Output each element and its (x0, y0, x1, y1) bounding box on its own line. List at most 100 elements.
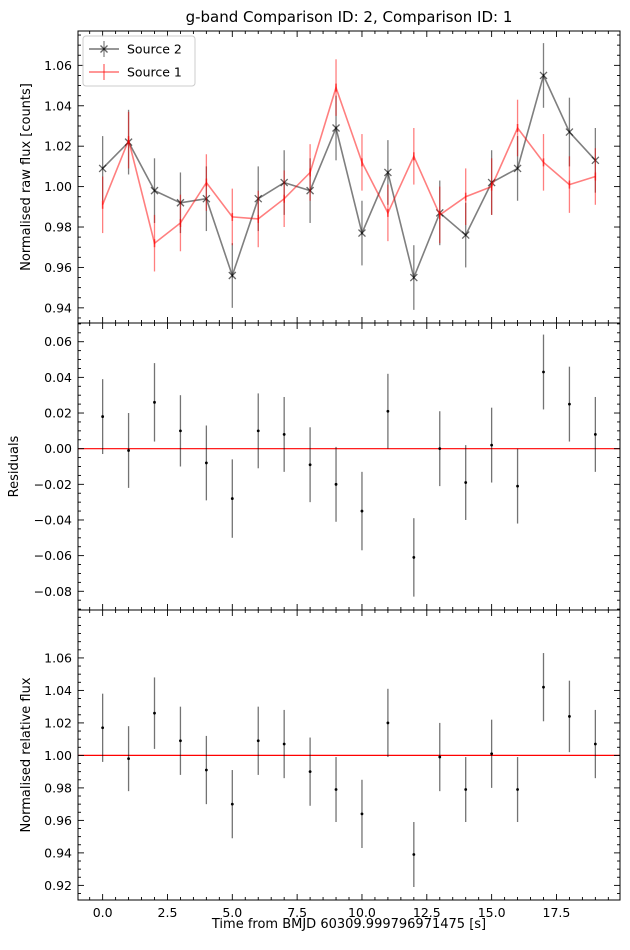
y-tick-label: −0.02 (34, 477, 72, 492)
y-tick-label: 0.94 (44, 300, 72, 315)
panel-1: 0.94 0.96 0.98 1.00 1.02 1.04 1.06 Normalised r… (19, 30, 621, 324)
data-point (358, 229, 366, 238)
panels: 0.94 0.96 0.98 1.00 1.02 1.04 1.06 Normalised r… (7, 30, 621, 920)
data-point (412, 853, 416, 856)
data-point (464, 481, 468, 484)
data-point (513, 164, 522, 173)
legend: Source 2 Source 1 (82, 35, 196, 87)
data-point (360, 812, 364, 816)
series-source-1 (101, 59, 597, 272)
data-point (127, 449, 130, 452)
marker-stroke (461, 231, 470, 240)
y-axis-label: Normalised relative flux (19, 677, 34, 832)
y-tick-label: −0.08 (34, 584, 72, 599)
x-tick-label: 5.0 (222, 905, 242, 920)
data-point (153, 711, 156, 715)
data-point (386, 721, 390, 725)
data-point (568, 715, 571, 718)
data-point (101, 415, 105, 418)
y-tick-label: 0.94 (44, 845, 72, 860)
x-axis-label: Time from BMJD 60309.999796971475 [s] (211, 917, 486, 932)
data-point (412, 556, 416, 559)
data-point (228, 271, 237, 280)
data-point (334, 788, 338, 791)
data-point (461, 231, 470, 240)
data-point (593, 433, 597, 436)
data-point (153, 400, 156, 404)
series-data (101, 653, 597, 888)
panel-3: 0.0 2.5 5.0 7.5 10.0 12.5 15.0 17.5 0.92 0.94 0.96… (19, 609, 621, 920)
x-ticks: 0.0 2.5 5.0 7.5 10.0 12.5 15.0 17.5 (89, 610, 609, 920)
data-point (204, 768, 208, 772)
data-point (516, 484, 519, 488)
series-line (102, 73, 596, 281)
y-ticks: 0.92 0.94 0.96 0.98 1.00 1.02 1.04 1.06 (44, 616, 620, 894)
data-point (516, 788, 519, 791)
marker-stroke (98, 164, 107, 173)
data-point (98, 164, 107, 173)
y-tick-label: 0.92 (44, 878, 72, 893)
y-tick-label: −0.04 (34, 512, 72, 527)
y-tick-label: 1.00 (44, 748, 72, 763)
marker-stroke (358, 229, 366, 238)
series-line (101, 85, 596, 245)
data-point (150, 186, 159, 195)
data-point (230, 497, 234, 500)
data-point (438, 755, 442, 759)
data-point (256, 429, 260, 433)
x-tick-label: 10.0 (348, 905, 376, 920)
marker-stroke (565, 128, 574, 136)
data-point (568, 402, 571, 406)
data-point (409, 273, 418, 282)
y-tick-label: 1.02 (44, 715, 72, 730)
y-ticks: 0.94 0.96 0.98 1.00 1.02 1.04 1.06 (44, 34, 620, 319)
data-point (230, 802, 234, 806)
y-tick-label: 1.00 (44, 179, 72, 194)
y-axis-label: Residuals (7, 435, 22, 497)
data-point (464, 788, 468, 791)
y-tick-label: 0.04 (44, 370, 72, 385)
x-tick-label: 7.5 (287, 905, 307, 920)
data-point (360, 509, 364, 513)
y-tick-label: 0.96 (44, 813, 72, 828)
y-tick-label: 0.98 (44, 220, 72, 235)
x-ticks (89, 323, 609, 610)
x-tick-label: 0.0 (93, 905, 113, 920)
data-point (542, 685, 545, 689)
x-tick-label: 15.0 (478, 905, 506, 920)
y-tick-label: 0.00 (44, 441, 72, 456)
series-data (101, 334, 597, 597)
axes-frame (77, 322, 621, 611)
data-point (127, 757, 130, 761)
data-point (438, 447, 442, 451)
y-tick-label: 0.02 (44, 406, 72, 421)
y-tick-label: 1.04 (44, 98, 72, 113)
y-tick-label: 1.04 (44, 683, 72, 698)
chart-title: g-band Comparison ID: 2, Comparison ID: … (186, 8, 513, 26)
data-point (332, 124, 340, 132)
x-tick-label: 2.5 (158, 905, 178, 920)
data-point (282, 433, 286, 436)
y-tick-label: 1.02 (44, 139, 72, 154)
marker-stroke (332, 124, 340, 132)
marker-stroke (513, 164, 522, 173)
y-ticks: −0.08 −0.06 −0.04 −0.02 0.00 0.02 0.04 0.06 (34, 323, 620, 610)
data-point (256, 739, 260, 743)
x-tick-label: 12.5 (413, 905, 441, 920)
data-point (204, 461, 208, 465)
marker-stroke (409, 273, 418, 282)
data-point (308, 463, 312, 467)
data-point (565, 128, 574, 136)
data-point (539, 71, 548, 80)
data-point (101, 726, 105, 730)
data-point (282, 742, 286, 746)
data-point (179, 429, 182, 433)
marker-stroke (383, 168, 392, 177)
data-point (490, 443, 494, 447)
data-point (542, 370, 545, 374)
marker-stroke (150, 186, 159, 195)
y-tick-label: 0.96 (44, 260, 72, 275)
panel-2: −0.08 −0.06 −0.04 −0.02 0.00 0.02 0.04 0.06 Resi… (7, 322, 621, 611)
y-tick-label: 1.06 (44, 58, 72, 73)
